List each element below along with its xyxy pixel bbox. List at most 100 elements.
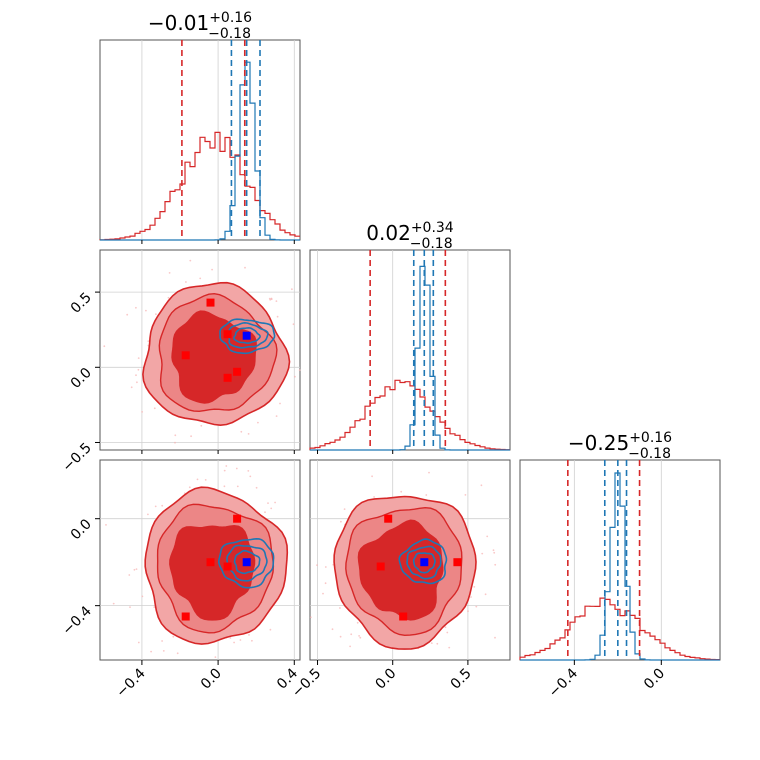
scatter-point <box>135 568 138 570</box>
contour-blue <box>233 549 261 575</box>
scatter-point <box>269 628 272 631</box>
scatter-point <box>135 306 137 309</box>
scatter-point <box>494 636 496 639</box>
scatter-point <box>141 595 144 598</box>
panel-frame-2d-31 <box>99 459 301 661</box>
scatter-point <box>147 340 150 342</box>
scatter-point <box>279 402 281 405</box>
scatter-point <box>494 563 497 566</box>
truth-marker-red <box>206 298 215 307</box>
scatter-point <box>161 640 164 642</box>
scatter-point <box>267 502 269 504</box>
scatter-point <box>211 268 214 271</box>
truth-marker-blue <box>242 558 251 567</box>
panel-p3-vs-p2 <box>309 471 497 650</box>
scatter-point <box>247 470 250 472</box>
contour-blue <box>398 538 448 585</box>
scatter-point <box>154 505 157 508</box>
histogram-param-2 <box>309 265 510 451</box>
scatter-point <box>162 650 165 652</box>
truth-marker-blue <box>420 558 429 567</box>
y-tick-label: 0.0 <box>68 516 95 543</box>
truth-marker-red <box>233 367 242 376</box>
scatter-point <box>264 511 266 514</box>
scatter-point <box>240 430 243 433</box>
histogram-red <box>99 131 300 241</box>
scatter-point <box>358 635 360 637</box>
scatter-point <box>464 494 467 496</box>
scatter-point <box>275 415 278 417</box>
scatter-point <box>343 508 346 510</box>
scatter-point <box>294 375 296 378</box>
scatter-point <box>324 582 327 585</box>
scatter-point <box>153 407 156 410</box>
scatter-point <box>475 605 478 608</box>
x-tick-label: −0.4 <box>113 665 148 700</box>
scatter-point <box>446 631 449 634</box>
contour-blue <box>233 326 261 345</box>
contour-blue <box>406 545 442 580</box>
title-param-3: −0.25+0.16 −0.18 <box>568 430 672 462</box>
scatter-point <box>172 635 175 638</box>
scatter-point <box>247 433 250 435</box>
scatter-point <box>167 296 170 299</box>
scatter-point <box>147 513 149 516</box>
y-tick-label: −0.5 <box>59 440 94 475</box>
scatter-point <box>425 494 428 496</box>
contour-blue <box>217 537 275 589</box>
title-param-2: 0.02+0.34 −0.18 <box>366 220 454 252</box>
scatter-point <box>200 424 203 427</box>
x-tick-label: −0.4 <box>546 665 581 700</box>
contour-blue <box>226 544 268 582</box>
truth-marker-blue <box>242 331 251 340</box>
x-tick-label: 0.0 <box>372 666 399 693</box>
histogram-param-1 <box>99 61 300 241</box>
contour-red-inner <box>357 519 444 621</box>
scatter-point <box>275 300 278 302</box>
scatter-point <box>316 564 318 566</box>
panel-frame-2d-21 <box>99 249 301 451</box>
scatter-point <box>204 479 207 481</box>
scatter-point <box>105 524 107 526</box>
scatter-point <box>428 471 430 474</box>
scatter-point <box>486 535 489 538</box>
scatter-point <box>223 485 226 488</box>
panel-p3-vs-p1 <box>105 465 289 658</box>
scatter-point <box>274 501 276 504</box>
scatter-point <box>257 421 259 424</box>
scatter-point <box>470 596 472 598</box>
histogram-red <box>519 597 720 661</box>
contour-blue <box>412 552 436 574</box>
truth-marker-red <box>223 562 232 571</box>
truth-marker-red <box>384 514 393 523</box>
scatter-point <box>268 297 271 300</box>
x-tick-label: 0.0 <box>198 666 225 693</box>
scatter-point <box>467 610 469 612</box>
x-tick-label: 0.5 <box>448 666 475 693</box>
scatter-point <box>484 593 487 596</box>
scatter-point <box>103 345 106 348</box>
scatter-point <box>136 381 138 384</box>
scatter-point <box>150 650 153 653</box>
scatter-point <box>270 298 273 301</box>
scatter-point <box>251 639 253 642</box>
scatter-point <box>340 520 342 523</box>
scatter-point <box>309 616 312 619</box>
scatter-point <box>235 467 238 470</box>
truth-marker-red <box>399 612 408 621</box>
scatter-point <box>225 465 228 467</box>
scatter-point <box>322 592 324 595</box>
scatter-point <box>176 652 179 655</box>
truth-marker-red <box>223 373 232 382</box>
scatter-point <box>137 368 140 371</box>
scatter-point <box>291 288 293 291</box>
scatter-point <box>126 313 129 316</box>
scatter-point <box>359 636 362 639</box>
scatter-point <box>371 475 373 478</box>
scatter-point <box>233 641 236 644</box>
scatter-point <box>185 281 187 283</box>
scatter-point <box>298 369 301 371</box>
truth-marker-red <box>181 351 190 360</box>
scatter-point <box>129 606 131 608</box>
